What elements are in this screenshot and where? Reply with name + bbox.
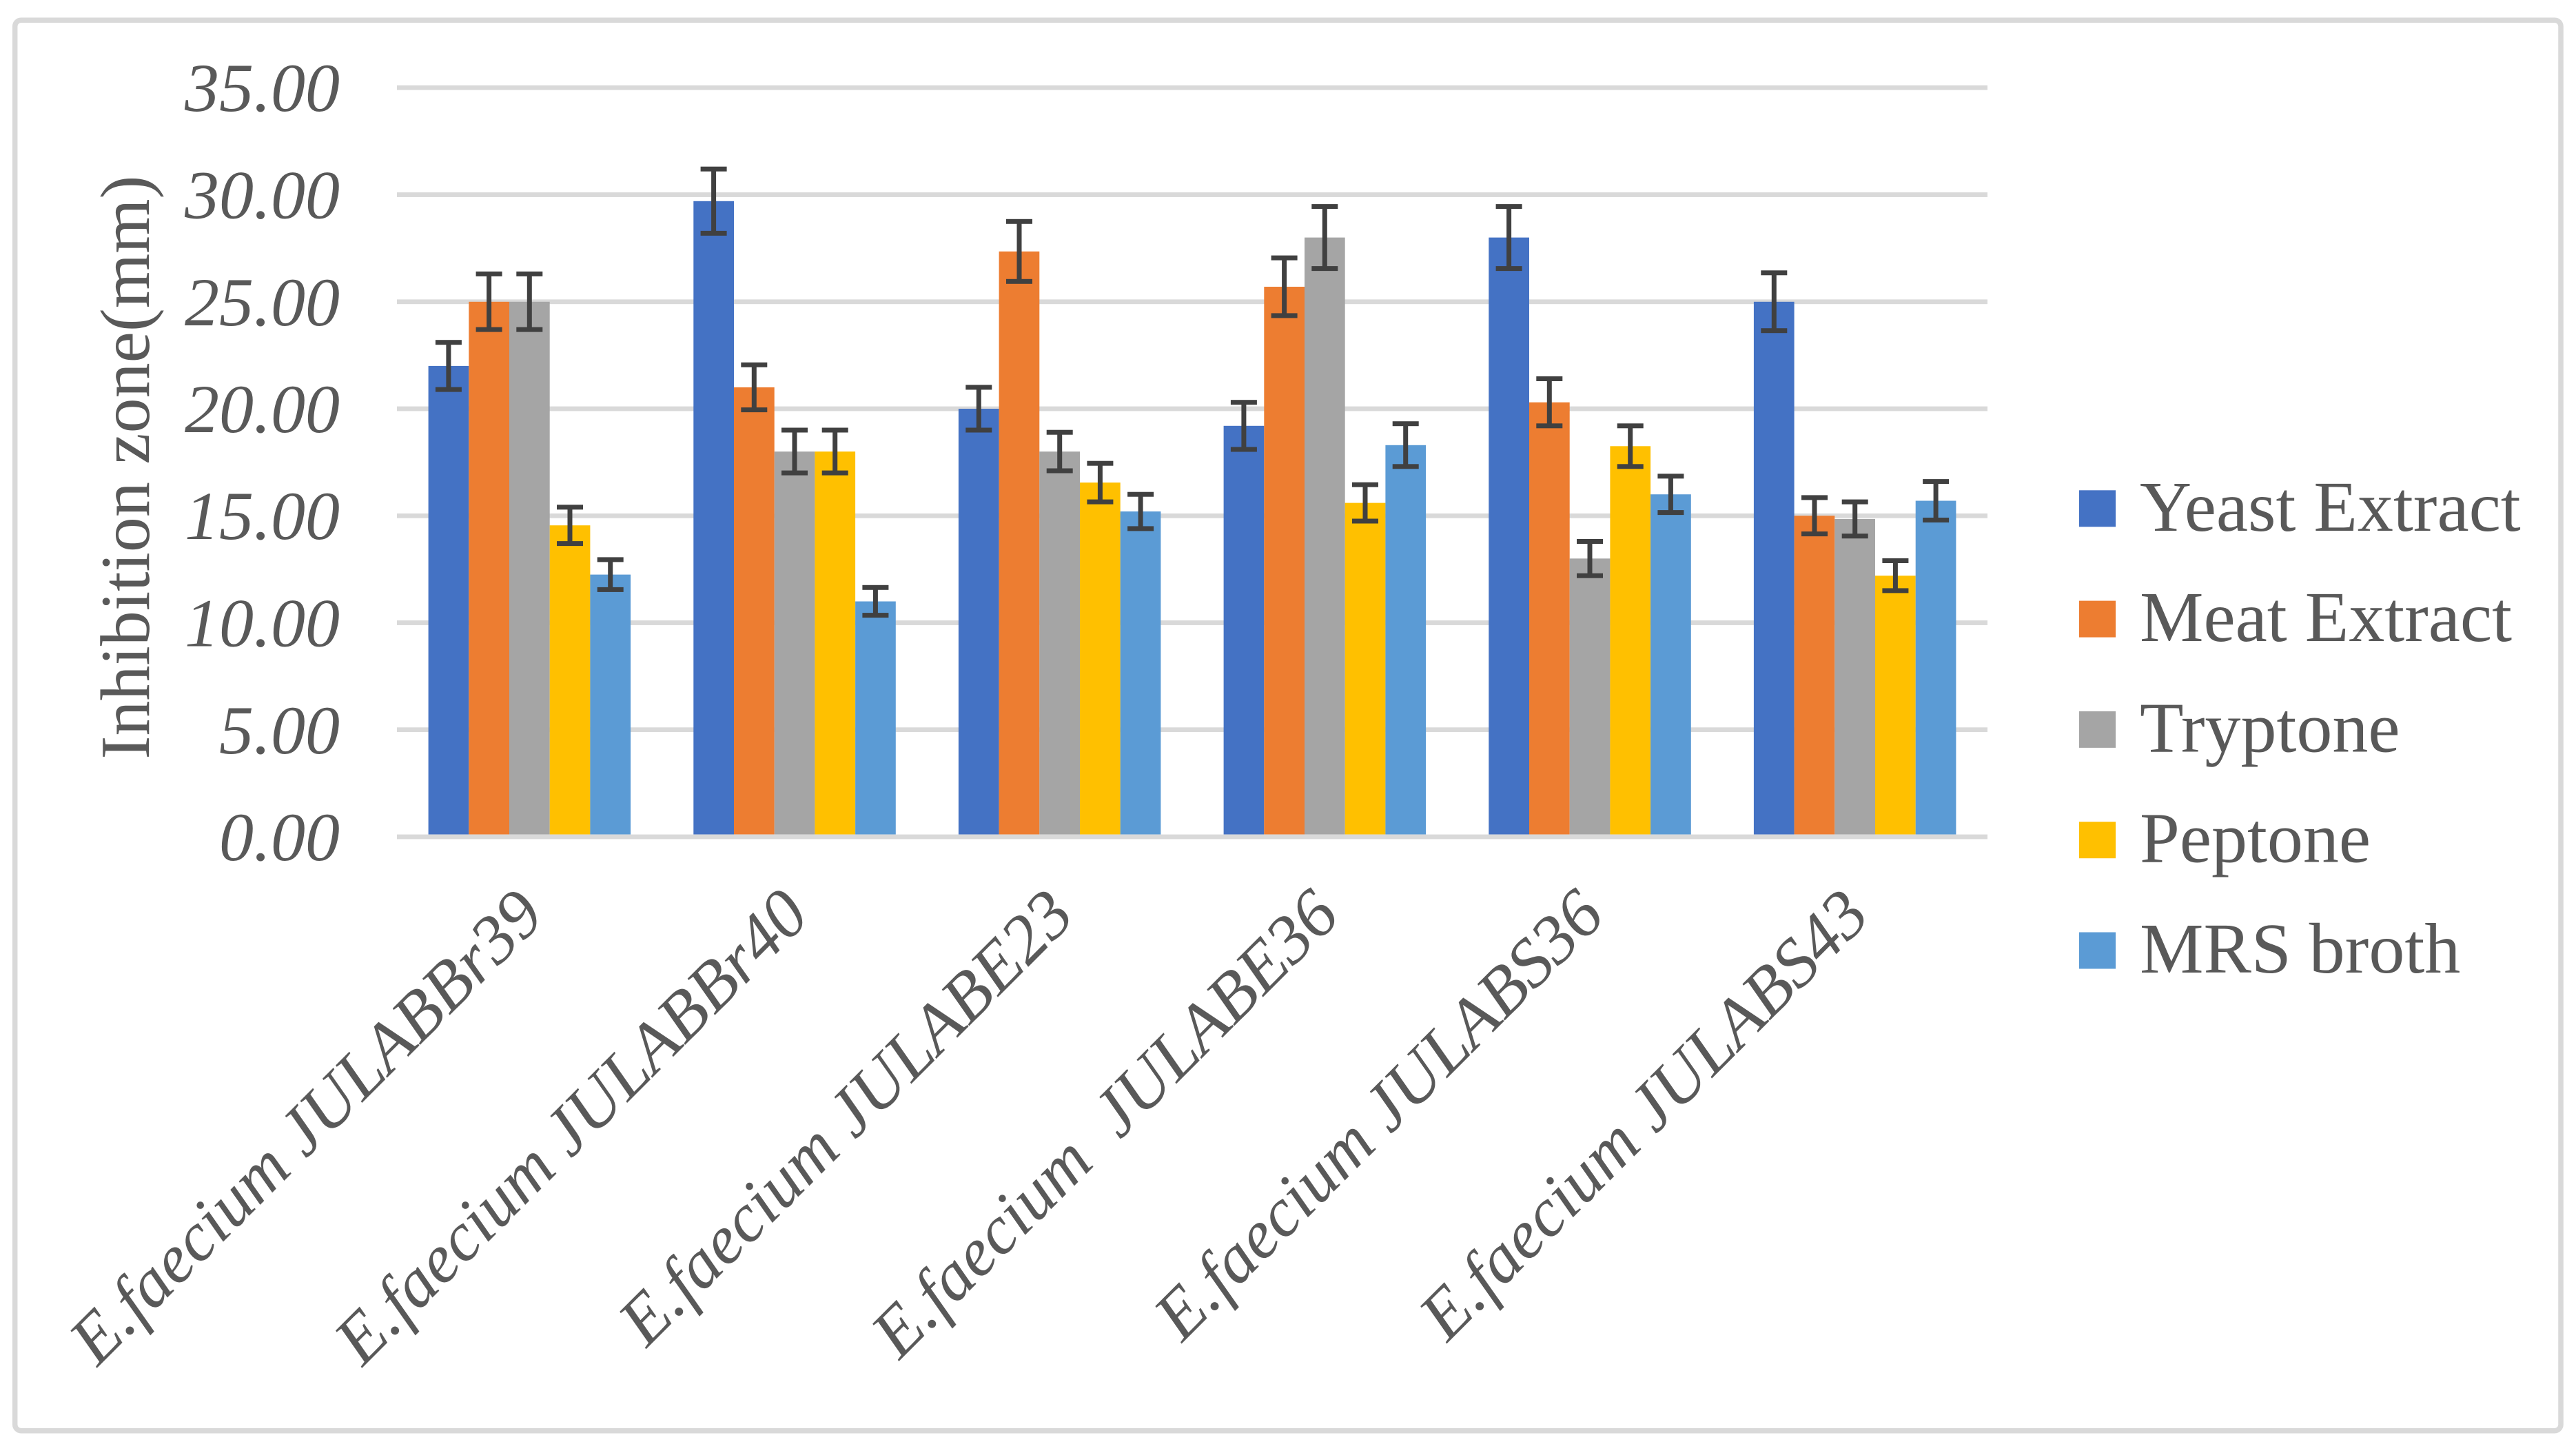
svg-text:MRS broth: MRS broth: [2140, 909, 2460, 988]
svg-text:Yeast Extract: Yeast Extract: [2140, 467, 2521, 547]
svg-text:15.00: 15.00: [185, 478, 340, 554]
svg-text:10.00: 10.00: [185, 585, 340, 662]
svg-text:0.00: 0.00: [219, 799, 340, 875]
svg-text:Inhibition zone(mm): Inhibition zone(mm): [87, 176, 165, 760]
svg-text:Tryptone: Tryptone: [2140, 688, 2400, 767]
svg-text:Peptone: Peptone: [2140, 799, 2371, 878]
svg-text:30.00: 30.00: [184, 157, 340, 234]
svg-text:Meat Extract: Meat Extract: [2140, 578, 2512, 657]
svg-text:35.00: 35.00: [184, 50, 340, 126]
svg-text:25.00: 25.00: [185, 264, 340, 341]
svg-text:5.00: 5.00: [219, 692, 340, 769]
svg-text:20.00: 20.00: [185, 371, 340, 447]
